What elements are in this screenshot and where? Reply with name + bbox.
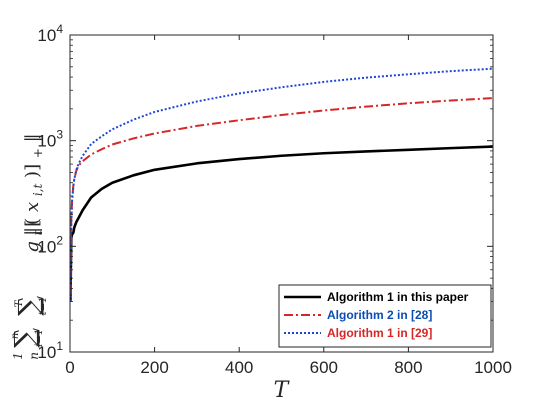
x-tick-label: 0 [65, 358, 74, 377]
series-line-3 [70, 67, 493, 302]
x-tick-label: 800 [394, 358, 422, 377]
svg-text:1 n ∑ n: 1 n ∑ n i=1 ∑ T t=1 ‖[ g t ( x i,t )] + … [2, 133, 51, 359]
x-tick-label: 400 [225, 358, 253, 377]
y-tick-label: 102 [37, 233, 63, 256]
y-axis-label: 1 n ∑ n i=1 ∑ T t=1 ‖[ g t ( x i,t )] + … [2, 133, 51, 359]
legend: Algorithm 1 in this paper Algorithm 2 in … [278, 284, 492, 348]
y-tick-label: 104 [37, 22, 63, 45]
series-line-1 [70, 145, 493, 302]
legend-label-1: Algorithm 1 in this paper [327, 290, 469, 304]
x-tick-label: 200 [140, 358, 168, 377]
legend-label-2: Algorithm 2 in [28] [327, 308, 432, 322]
x-tick-label: 1000 [474, 358, 512, 377]
series-line-2 [70, 97, 493, 295]
x-tick-label: 600 [310, 358, 338, 377]
legend-label-3: Algorithm 1 in [29] [327, 326, 432, 340]
plot-frame [69, 34, 494, 353]
y-tick-label: 101 [37, 339, 63, 362]
x-axis-label: T [274, 378, 291, 403]
y-tick-label: 103 [37, 128, 63, 151]
